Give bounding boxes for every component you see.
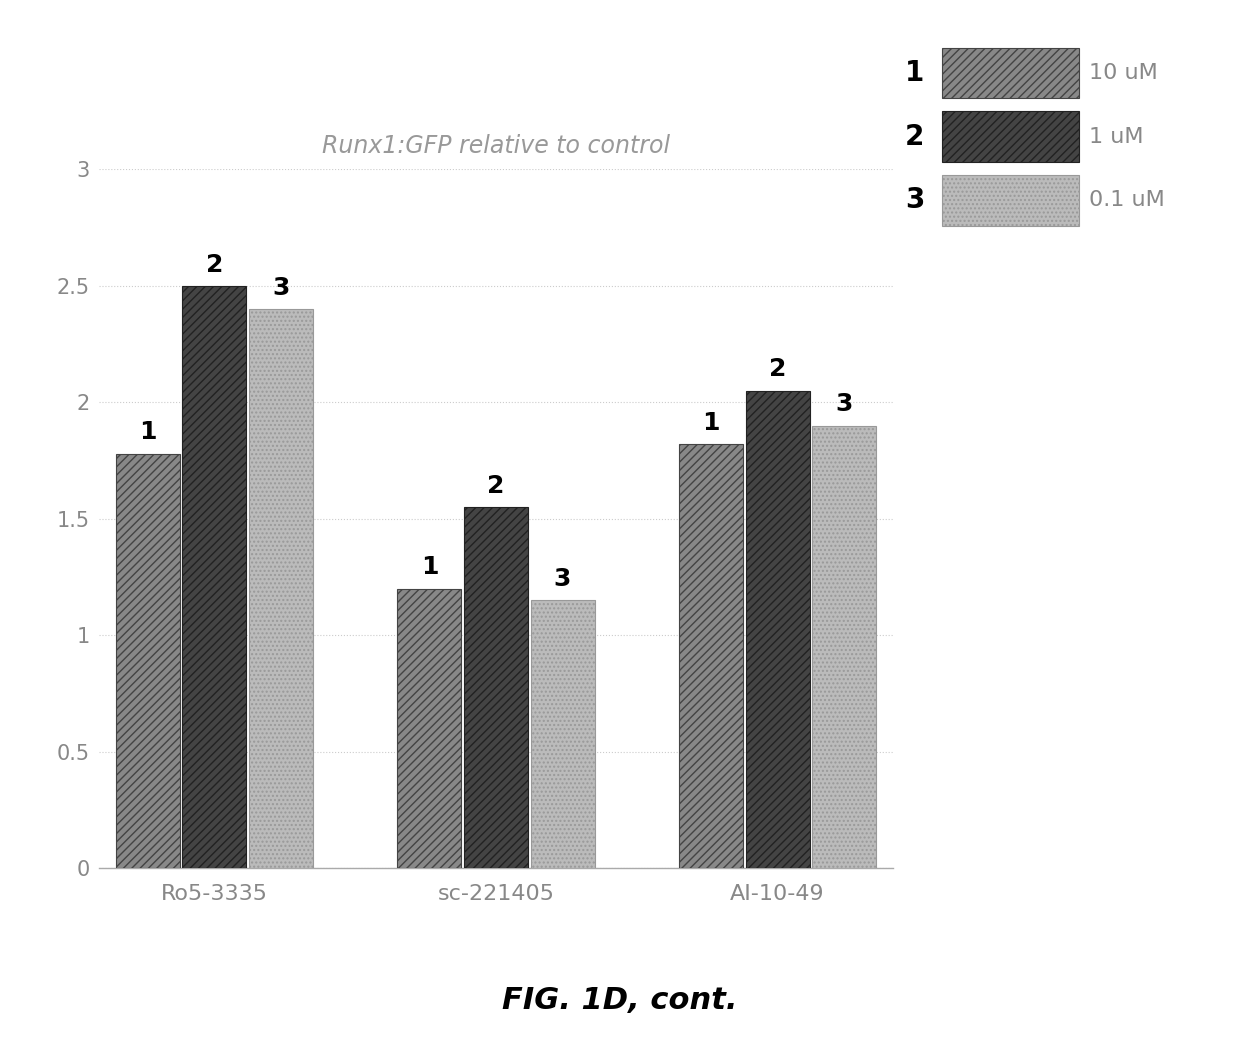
Bar bbox=[182, 286, 247, 868]
Bar bbox=[464, 507, 528, 868]
Bar bbox=[115, 453, 180, 868]
Bar bbox=[398, 589, 461, 868]
Text: 3: 3 bbox=[836, 393, 853, 416]
Text: 2: 2 bbox=[905, 123, 925, 150]
Title: Runx1:GFP relative to control: Runx1:GFP relative to control bbox=[322, 133, 670, 158]
Bar bbox=[680, 445, 743, 868]
Text: 0.1 uM: 0.1 uM bbox=[1089, 191, 1164, 210]
Text: 2: 2 bbox=[206, 253, 223, 276]
Text: 10 uM: 10 uM bbox=[1089, 64, 1157, 83]
Bar bbox=[531, 600, 594, 868]
Text: 1: 1 bbox=[905, 59, 925, 87]
Text: 1 uM: 1 uM bbox=[1089, 127, 1143, 146]
Text: 3: 3 bbox=[273, 276, 290, 300]
Text: FIG. 1D, cont.: FIG. 1D, cont. bbox=[502, 986, 738, 1016]
Text: 1: 1 bbox=[420, 556, 438, 579]
Text: 2: 2 bbox=[487, 474, 505, 498]
Text: 2: 2 bbox=[769, 358, 786, 381]
Bar bbox=[812, 426, 877, 868]
Text: 1: 1 bbox=[702, 411, 719, 435]
Text: 3: 3 bbox=[554, 568, 572, 591]
Text: 1: 1 bbox=[139, 420, 156, 445]
Bar bbox=[249, 309, 312, 868]
Bar bbox=[745, 391, 810, 868]
Text: 3: 3 bbox=[905, 186, 925, 214]
